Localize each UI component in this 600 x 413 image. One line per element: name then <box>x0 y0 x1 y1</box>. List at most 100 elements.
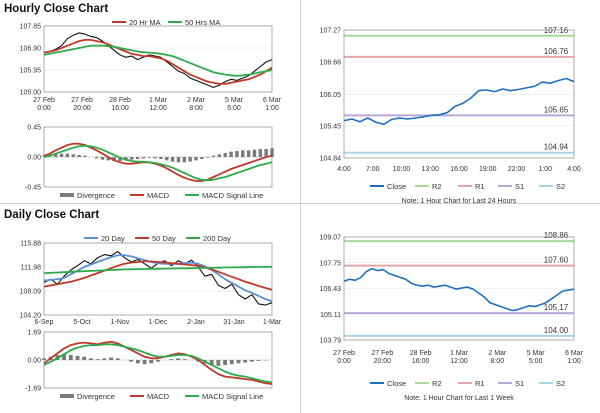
hourly_price_ma-x-tick-6: 6 Mar 1:00 <box>263 97 282 112</box>
hourly_levels-x-tick-6: 22:00 <box>508 166 526 173</box>
hourly_levels-x-tick-0: 4:00 <box>337 166 351 173</box>
daily-macd-chart: 1.69 0.00 -1.69 Divergence MACD MACD Signal L… <box>25 330 273 401</box>
daily_price_ma-x-tick-5: 31-Jan <box>223 319 245 326</box>
hourly_levels-x-tick-5: 19:00 <box>479 166 497 173</box>
hourly_price_ma-series-1 <box>43 39 273 85</box>
daily_macd-divergence-bar-13 <box>129 360 134 362</box>
daily_levels-level-label-3: 104.00 <box>544 326 569 335</box>
daily_levels-level-label-1: 107.60 <box>544 256 569 265</box>
daily_macd-divergence-bar-29 <box>236 360 241 364</box>
hourly_macd-divergence-bar-35 <box>246 150 251 157</box>
hourly_macd-divergence-bar-2 <box>53 154 58 157</box>
hourly_levels-x-tick-4: 16:00 <box>450 166 468 173</box>
daily_macd-y-tick-2: -1.69 <box>25 386 41 393</box>
hourly_macd-divergence-bar-31 <box>223 153 227 157</box>
hourly_price_ma-x-tick-5: 5 Mar 5:00 <box>225 97 244 112</box>
vertical-divider <box>300 0 301 413</box>
hourly_macd-divergence-bar-26 <box>194 157 198 161</box>
hourly_levels-series-0 <box>343 77 575 126</box>
daily_macd-legend-0-swatch <box>60 394 74 398</box>
daily_macd-divergence-bar-30 <box>243 360 248 363</box>
hourly_macd-divergence-bar-33 <box>235 151 239 157</box>
daily_macd-line-1 <box>43 343 273 384</box>
daily_levels-x-tick-1: 27 Feb 20:00 <box>371 350 393 365</box>
daily_macd-divergence-bar-31 <box>249 360 254 362</box>
daily-levels-chart: 109.07 107.75 106.43 105.11 103.79 108.86 107.… <box>320 231 584 402</box>
daily_price_ma-x-tick-6: 1-Mar <box>263 319 282 326</box>
hourly_macd-divergence-bar-5 <box>71 154 75 157</box>
hourly_macd-line-0 <box>43 142 273 182</box>
hourly_price_ma-y-tick-0: 107.85 <box>20 24 42 31</box>
plot-frame <box>343 29 575 159</box>
hourly_levels-y-tick-0: 107.27 <box>320 28 342 35</box>
hourly_levels-level-label-2: 105.65 <box>544 105 569 114</box>
hourly_macd-divergence-bar-39 <box>270 148 274 157</box>
daily-section-title: Daily Close Chart <box>4 209 100 221</box>
daily_macd-legend-1-label: MACD <box>147 392 170 401</box>
hourly_price_ma-x-tick-1: 27 Feb 20:00 <box>71 97 93 112</box>
daily_macd-divergence-bar-7 <box>88 358 93 360</box>
hourly_macd-y-tick-0: 0.45 <box>27 125 41 132</box>
daily_levels-y-tick-1: 107.75 <box>320 260 342 267</box>
hourly_levels-legend-2-label: R1 <box>475 182 485 191</box>
hourly_macd-divergence-bar-27 <box>200 157 204 159</box>
hourly-macd-chart: 0.45 0.00 -0.45 Divergence MACD MACD Signal L… <box>25 125 274 200</box>
daily_macd-divergence-bar-6 <box>82 356 87 360</box>
daily_macd-divergence-bar-9 <box>102 358 107 360</box>
daily_macd-divergence-bar-15 <box>142 360 147 365</box>
hourly_macd-legend-0-label: Divergence <box>77 191 115 200</box>
daily_macd-divergence-bar-21 <box>182 359 187 360</box>
hourly-section-title: Hourly Close Chart <box>4 3 109 15</box>
hourly_price_ma-legend-0-label: 20 Hr MA <box>129 18 161 27</box>
hourly_levels-y-tick-3: 105.45 <box>320 123 342 130</box>
plot-frame <box>43 25 273 93</box>
daily_macd-y-tick-0: 1.69 <box>27 330 41 337</box>
daily_macd-divergence-bar-28 <box>229 360 234 365</box>
hourly_price_ma-x-tick-3: 1 Mar 12:00 <box>149 97 168 112</box>
hourly_macd-divergence-bar-10 <box>100 157 105 160</box>
hourly_price_ma-y-tick-3: 105.00 <box>20 90 42 97</box>
daily_price_ma-y-tick-1: 111.98 <box>21 265 41 272</box>
hourly_macd-divergence-bar-3 <box>59 153 64 157</box>
hourly_macd-divergence-bar-29 <box>211 155 216 157</box>
hourly_levels-legend-4-label: S2 <box>556 182 565 191</box>
daily_levels-y-tick-4: 103.79 <box>320 338 342 345</box>
daily_levels-legend-2-label: R1 <box>475 379 485 388</box>
daily_levels-note: Note: 1 Hour Chart for Last 1 Week <box>404 395 514 402</box>
daily_macd-divergence-bar-25 <box>209 360 214 365</box>
daily_levels-x-tick-0: 27 Feb 0:00 <box>333 350 355 365</box>
hourly_price_ma-legend-1-label: 50 Hrs MA <box>185 18 220 27</box>
hourly_macd-divergence-bar-12 <box>112 157 116 161</box>
daily_price_ma-legend-0-label: 20 Day <box>101 234 125 243</box>
daily_macd-divergence-bar-19 <box>169 359 174 360</box>
hourly_levels-note: Note: 1 Hour Chart for Last 24 Hours <box>402 198 517 205</box>
daily_levels-level-label-0: 108.86 <box>544 231 569 240</box>
daily_price_ma-x-tick-0: 6-Sep <box>35 319 54 326</box>
daily_macd-divergence-bar-0 <box>42 358 46 360</box>
hourly_macd-legend-1-label: MACD <box>147 191 170 200</box>
daily_price_ma-y-tick-3: 104.20 <box>20 313 42 320</box>
hourly_macd-y-tick-2: -0.45 <box>25 185 41 192</box>
daily_levels-level-label-2: 105.17 <box>544 303 569 312</box>
hourly_price_ma-x-tick-0: 27 Feb 0:00 <box>33 97 55 112</box>
daily_macd-divergence-bar-27 <box>223 360 228 365</box>
hourly_macd-divergence-bar-7 <box>83 155 87 157</box>
hourly_levels-y-tick-2: 106.05 <box>320 92 342 99</box>
hourly_macd-divergence-bar-23 <box>176 157 181 163</box>
hourly_levels-x-tick-1: 7:00 <box>366 166 380 173</box>
daily_levels-x-tick-6: 6 Mar 1:00 <box>565 350 584 365</box>
hourly_macd-divergence-bar-24 <box>182 157 187 163</box>
daily_price_ma-series-2 <box>43 260 273 291</box>
hourly_macd-legend-0-swatch <box>60 193 74 197</box>
hourly_macd-divergence-bar-36 <box>252 149 257 157</box>
daily_levels-y-tick-0: 109.07 <box>320 235 342 242</box>
daily_price_ma-legend-2-label: 200 Day <box>203 234 231 243</box>
hourly_macd-divergence-bar-16 <box>135 157 140 159</box>
daily_macd-divergence-bar-26 <box>216 360 221 366</box>
daily-price-ma-chart: 115.88 111.98 108.09 104.206-Sep 5-Oct 1-Nov 1… <box>20 234 282 326</box>
hourly_macd-divergence-bar-18 <box>147 157 151 158</box>
daily_levels-x-tick-4: 2 Mar 8:00 <box>488 350 507 365</box>
daily_price_ma-y-tick-0: 115.88 <box>20 241 41 248</box>
